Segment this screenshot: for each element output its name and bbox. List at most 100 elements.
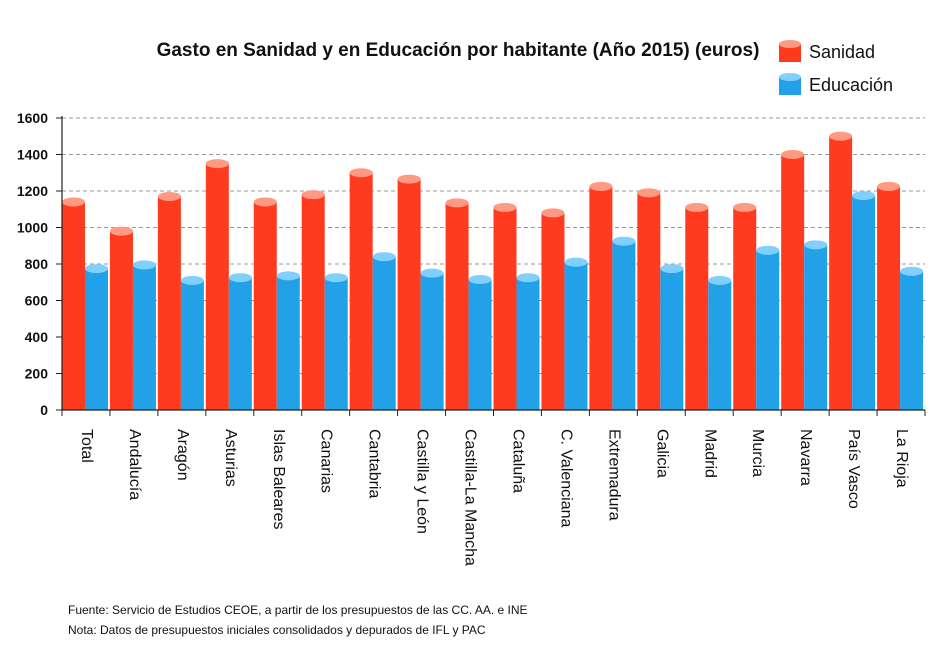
bar-top bbox=[372, 252, 396, 262]
legend-item-sanidad: Sanidad bbox=[779, 40, 875, 62]
axes bbox=[61, 116, 926, 416]
bar-top bbox=[804, 240, 828, 250]
bar-top bbox=[228, 273, 252, 283]
x-category-label: Galicia bbox=[653, 429, 670, 478]
bar-body bbox=[877, 186, 901, 410]
bar-top bbox=[685, 202, 709, 212]
bar-sanidad-2 bbox=[157, 191, 181, 410]
x-category-label: Islas Baleares bbox=[270, 429, 287, 530]
bar-body bbox=[109, 231, 133, 410]
bar-top bbox=[637, 188, 661, 198]
bar-sanidad-17 bbox=[877, 181, 901, 410]
bar-body bbox=[468, 279, 492, 410]
bar-body bbox=[900, 271, 924, 410]
bar-body bbox=[205, 163, 229, 410]
bar-sanidad-12 bbox=[637, 188, 661, 410]
bar-body bbox=[228, 277, 252, 410]
bar-top bbox=[132, 260, 156, 270]
bar-top bbox=[708, 275, 732, 285]
bar-body bbox=[708, 280, 732, 410]
bar-top bbox=[756, 245, 780, 255]
x-category-label: Castilla y León bbox=[414, 429, 431, 534]
bar-top bbox=[781, 150, 805, 159]
chart-title: Gasto en Sanidad y en Educación por habi… bbox=[157, 40, 760, 61]
bar-sanidad-8 bbox=[445, 198, 469, 410]
y-tick-label: 1200 bbox=[17, 183, 48, 199]
legend: Sanidad Educación bbox=[779, 40, 893, 95]
bar-sanidad-7 bbox=[397, 174, 421, 410]
bar-sanidad-14 bbox=[733, 202, 757, 410]
bar-body bbox=[324, 277, 348, 410]
bar-educación-9 bbox=[516, 273, 540, 410]
bar-body bbox=[516, 277, 540, 410]
chart-notes: Fuente: Servicio de Estudios CEOE, a par… bbox=[68, 600, 528, 640]
legend-swatch bbox=[779, 77, 801, 95]
x-category-label: Murcia bbox=[749, 429, 766, 477]
bar-sanidad-10 bbox=[541, 208, 565, 410]
bar-top bbox=[541, 208, 565, 218]
bar-educación-0 bbox=[85, 264, 108, 410]
bar-body bbox=[420, 273, 444, 410]
bar-top bbox=[445, 198, 469, 208]
bar-educación-16 bbox=[852, 191, 876, 410]
bar-educación-14 bbox=[756, 245, 780, 410]
bar-top bbox=[900, 266, 924, 276]
bar-top bbox=[829, 131, 853, 141]
x-category-label: Navarra bbox=[797, 429, 814, 486]
bar-top bbox=[612, 236, 636, 246]
bar-top bbox=[420, 268, 444, 278]
bar-top bbox=[493, 202, 517, 212]
bar-top bbox=[180, 275, 204, 285]
bar-top bbox=[62, 197, 85, 207]
bar-body bbox=[372, 256, 396, 410]
bar-sanidad-1 bbox=[109, 226, 133, 410]
y-axis-ticks: 0 200 400 600 800 1000 1200 1400 1600 bbox=[17, 110, 62, 418]
x-category-label: Aragón bbox=[174, 429, 191, 481]
bar-top bbox=[589, 181, 613, 191]
bar-top bbox=[205, 159, 229, 169]
x-category-label: País Vasco bbox=[845, 429, 862, 509]
bar-body bbox=[637, 192, 661, 410]
bar-educación-17 bbox=[900, 266, 924, 410]
bar-sanidad-9 bbox=[493, 202, 517, 410]
bar-body bbox=[445, 202, 469, 410]
bars bbox=[62, 131, 924, 410]
bar-body bbox=[733, 207, 757, 410]
data-note: Nota: Datos de presupuestos iniciales co… bbox=[68, 623, 486, 637]
bar-educación-6 bbox=[372, 252, 396, 410]
y-tick-label: 1000 bbox=[17, 220, 48, 236]
bar-body bbox=[829, 136, 853, 410]
bar-top bbox=[660, 264, 684, 274]
x-category-label: Andalucía bbox=[126, 429, 143, 500]
bar-educación-10 bbox=[564, 257, 588, 410]
x-category-label: Asturias bbox=[222, 429, 239, 487]
bar-top bbox=[276, 271, 300, 281]
bar-body bbox=[685, 207, 709, 410]
bar-educación-1 bbox=[132, 260, 156, 410]
x-category-label: Madrid bbox=[701, 429, 718, 478]
x-category-label: Total bbox=[78, 429, 95, 463]
y-tick-label: 1600 bbox=[17, 110, 48, 126]
bar-sanidad-5 bbox=[301, 190, 325, 410]
bar-educación-4 bbox=[276, 271, 300, 410]
bar-body bbox=[180, 280, 204, 410]
bar-top bbox=[852, 191, 876, 201]
y-tick-label: 0 bbox=[40, 402, 48, 418]
legend-item-educación: Educación bbox=[779, 73, 893, 95]
bar-educación-2 bbox=[180, 275, 204, 410]
x-category-label: Cataluña bbox=[509, 429, 526, 493]
y-tick-label: 200 bbox=[25, 366, 49, 382]
bar-body bbox=[541, 212, 565, 410]
bar-body bbox=[62, 201, 85, 410]
bar-sanidad-4 bbox=[253, 197, 277, 410]
bar-body bbox=[132, 264, 156, 410]
bar-educación-15 bbox=[804, 240, 828, 410]
bar-sanidad-15 bbox=[781, 150, 805, 410]
bar-sanidad-16 bbox=[829, 131, 853, 410]
bar-sanidad-6 bbox=[349, 168, 373, 410]
bar-top bbox=[468, 275, 492, 285]
bar-body bbox=[660, 268, 684, 410]
bar-body bbox=[493, 207, 517, 410]
bar-top bbox=[85, 264, 108, 274]
bar-educación-5 bbox=[324, 273, 348, 410]
